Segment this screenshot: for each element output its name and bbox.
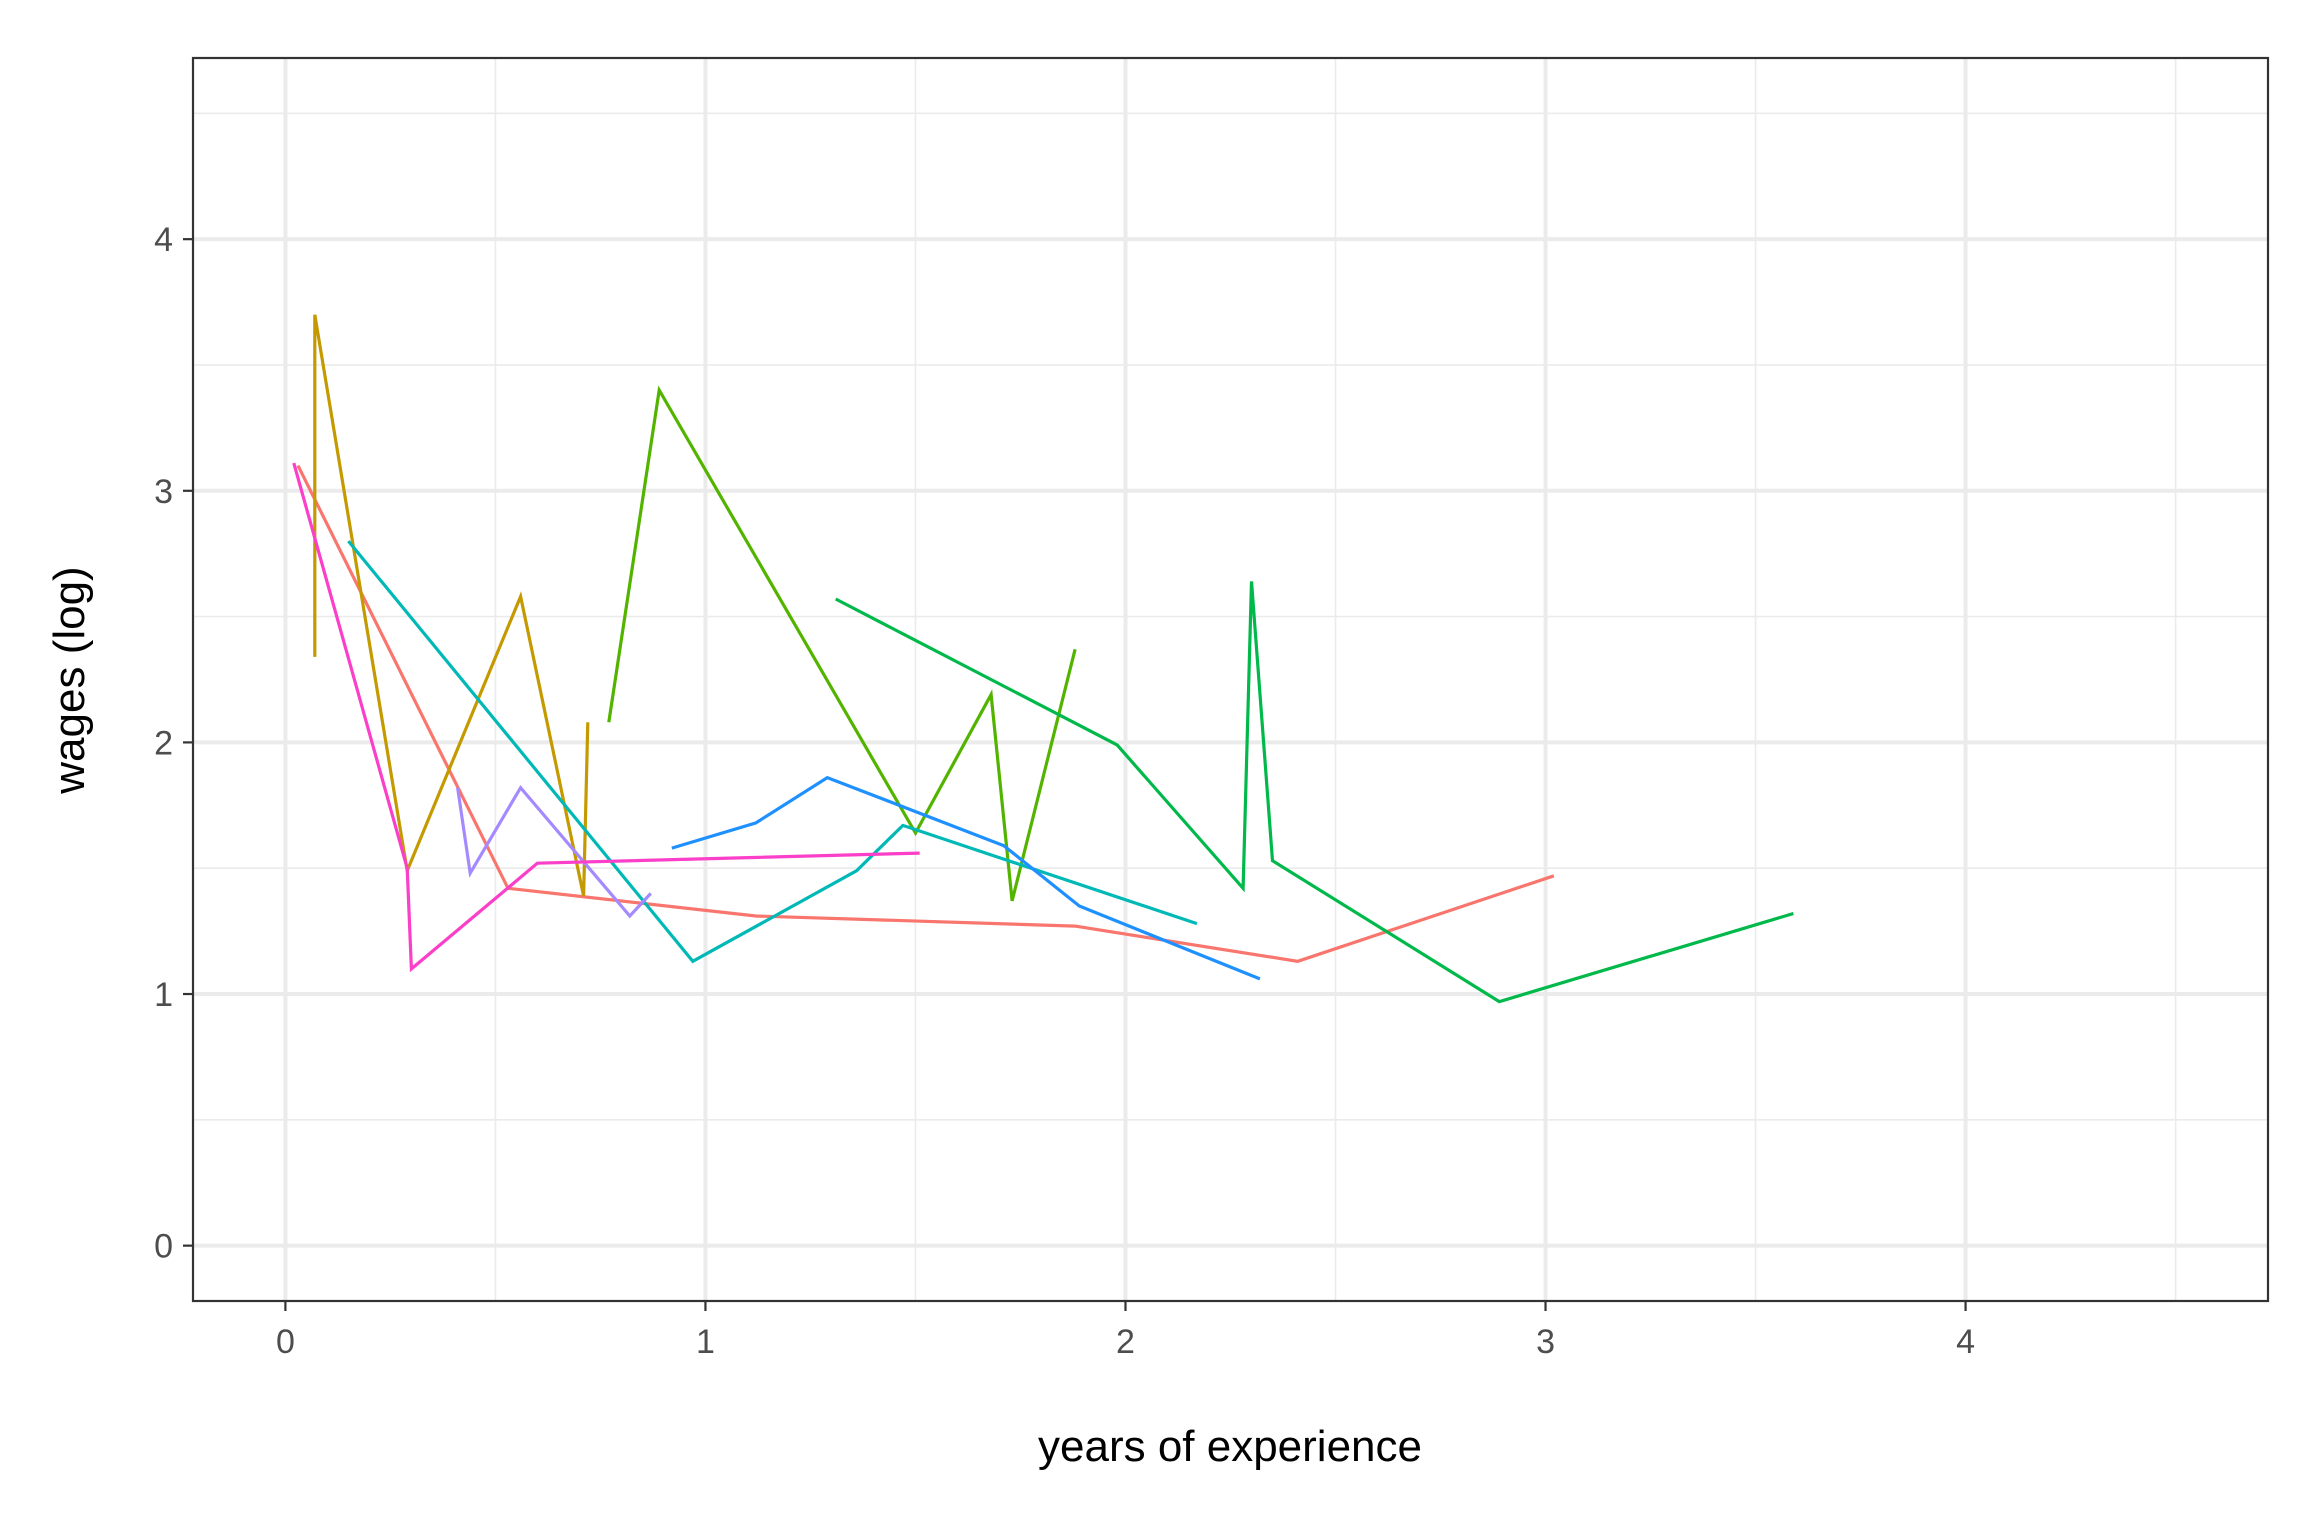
y-axis: 0 1 2 3 4	[154, 221, 193, 1266]
y-tick-label: 3	[154, 473, 173, 511]
grid-minor	[193, 58, 2268, 1301]
y-tick-label: 4	[154, 221, 173, 259]
x-tick-label: 1	[696, 1323, 715, 1361]
y-tick-label: 1	[154, 976, 173, 1014]
series-line-4	[834, 581, 1794, 1004]
series-layer	[292, 314, 1794, 1004]
x-axis-title: years of experience	[1038, 1422, 1422, 1471]
series-line-1	[296, 464, 1555, 963]
x-tick-label: 4	[1956, 1323, 1975, 1361]
series-line-7	[456, 784, 652, 919]
y-axis-title: wages (log)	[45, 566, 94, 794]
x-tick-label: 3	[1536, 1323, 1555, 1361]
y-tick-label: 0	[154, 1228, 173, 1266]
plot-border	[191, 56, 2270, 1303]
y-tick-label: 2	[154, 724, 173, 762]
series-line-2	[313, 314, 590, 897]
series-line-5	[347, 540, 1198, 964]
plot-background	[193, 58, 2268, 1301]
series-line-8	[292, 462, 920, 973]
series-line-6	[671, 775, 1261, 981]
x-tick-label: 2	[1116, 1323, 1135, 1361]
grid-major	[193, 58, 2268, 1301]
x-tick-label: 0	[276, 1323, 295, 1361]
x-axis: 0 1 2 3 4	[276, 1301, 1975, 1361]
